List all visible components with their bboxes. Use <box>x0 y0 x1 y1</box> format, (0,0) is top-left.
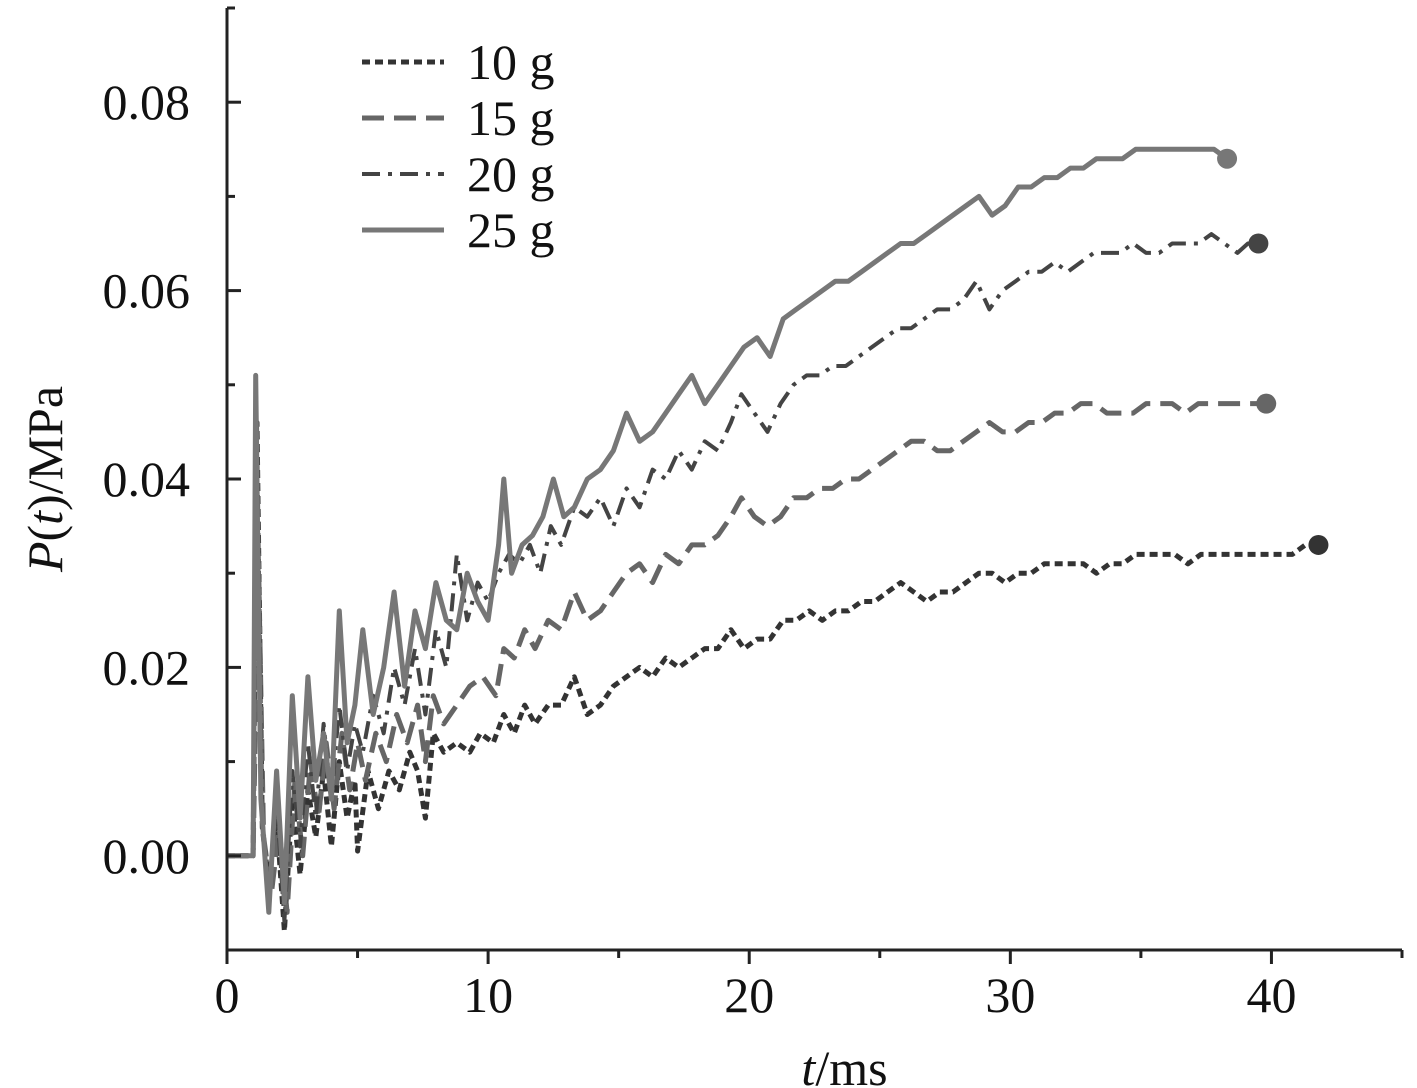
y-tick-label: 0.06 <box>103 263 191 319</box>
series-line-15g <box>227 401 1267 915</box>
y-axis-ticks: 0.00 0.02 0.04 0.06 0.08 <box>103 6 241 952</box>
x-axis-ticks: 0 10 20 30 40 <box>215 950 1404 1023</box>
y-axis-title-unit: )/MPa <box>17 386 73 511</box>
series-end-marker <box>1308 534 1329 555</box>
series-end-marker <box>1248 233 1269 254</box>
series-line-25g <box>227 146 1229 915</box>
x-axis-title-unit: /ms <box>815 1040 887 1088</box>
x-tick-label: 30 <box>985 967 1035 1023</box>
legend-label: 10 g <box>467 34 555 90</box>
x-axis-title-symbol: t <box>801 1040 816 1088</box>
y-tick-label: 0.00 <box>103 828 191 884</box>
legend-label: 15 g <box>467 90 555 146</box>
y-tick-label: 0.02 <box>103 639 191 695</box>
legend-label: 20 g <box>467 146 555 202</box>
x-tick-label: 40 <box>1246 967 1296 1023</box>
series-end-marker <box>1256 393 1277 414</box>
x-tick-label: 0 <box>215 967 240 1023</box>
legend: 10 g15 g20 g25 g <box>362 34 555 258</box>
y-axis-title-paren: ( <box>17 525 73 542</box>
legend-label: 25 g <box>467 202 555 258</box>
series-line-10g <box>227 420 1319 934</box>
x-axis-title: t/ms <box>801 1040 887 1088</box>
y-axis-title-symbol-t: t <box>17 510 73 525</box>
y-tick-label: 0.08 <box>103 74 191 130</box>
y-axis-title: P(t)/MPa <box>17 386 73 573</box>
y-axis-title-symbol-p: P <box>17 542 73 574</box>
series-line-20g <box>227 232 1259 924</box>
x-tick-label: 10 <box>463 967 513 1023</box>
y-tick-label: 0.04 <box>103 451 191 507</box>
series-layer <box>227 146 1329 934</box>
x-tick-label: 20 <box>724 967 774 1023</box>
series-end-marker <box>1217 148 1238 169</box>
